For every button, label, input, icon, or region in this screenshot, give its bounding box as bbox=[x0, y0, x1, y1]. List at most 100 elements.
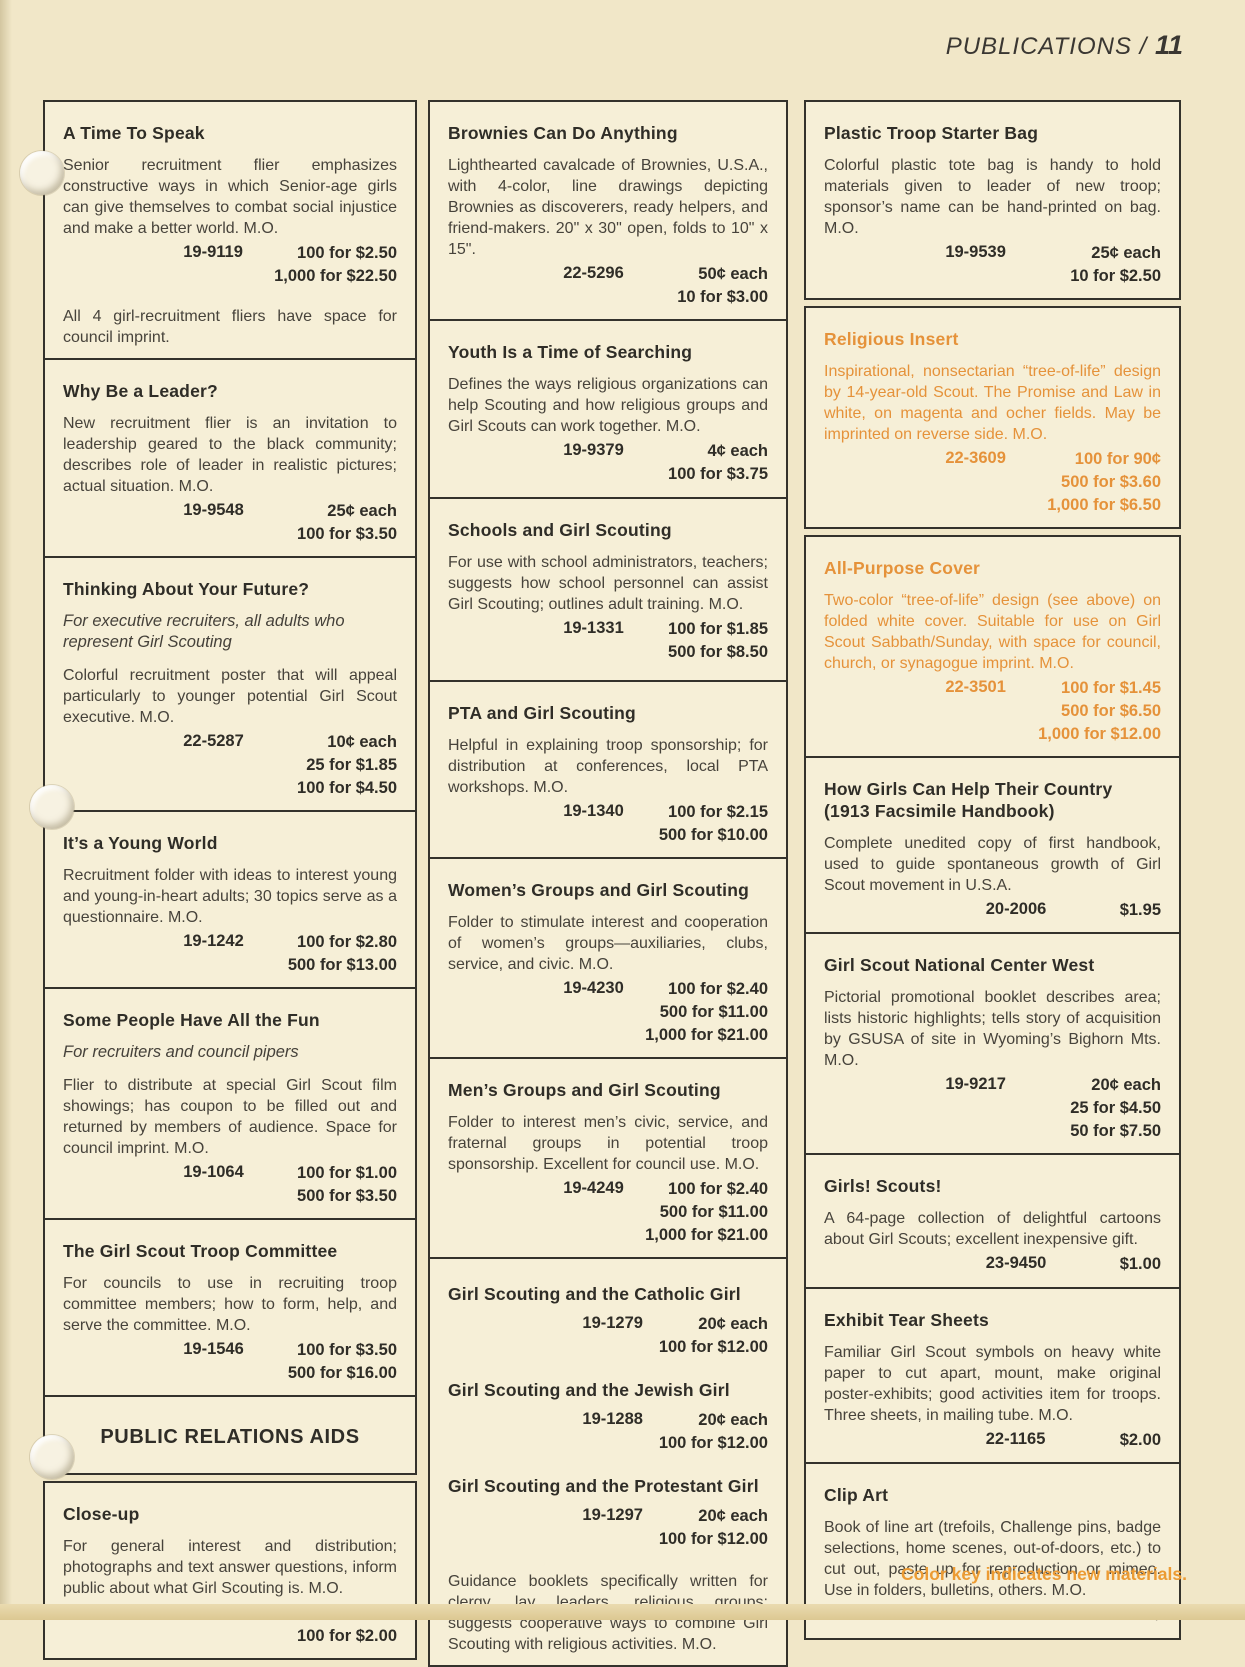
price-line: 25 for $1.85 bbox=[306, 756, 397, 774]
entry-body: Complete unedited copy of first handbook… bbox=[824, 835, 1161, 894]
hole-punch bbox=[30, 1435, 74, 1479]
entry-pricing: 19-1331 100 for $1.85 500 for $8.50 bbox=[448, 618, 768, 664]
entry-pricing: 19-9217 20¢ each 25 for $4.50 50 for $7.… bbox=[824, 1074, 1161, 1143]
entry-body: Pictorial promotional booklet describes … bbox=[824, 989, 1161, 1069]
column-right: Plastic Troop Starter Bag Colorful plast… bbox=[804, 100, 1181, 1640]
entry-pricing: 19-4230 100 for $2.40 500 for $11.00 1,0… bbox=[448, 978, 768, 1047]
price-line: 100 for $2.00 bbox=[297, 1627, 397, 1645]
price-line: 25¢ each bbox=[327, 502, 397, 520]
entry-body: Folder to stimulate interest and coopera… bbox=[448, 914, 768, 973]
catalog-number: 22-3501 bbox=[945, 678, 1006, 696]
price-line: 500 for $13.00 bbox=[287, 956, 397, 974]
price-line: 100 for $1.00 bbox=[297, 1164, 397, 1182]
entry-title: Clip Art bbox=[824, 1485, 889, 1505]
entry-pricing: 19-9119 100 for $2.50 1,000 for $22.50 bbox=[63, 242, 397, 288]
column-middle: Brownies Can Do Anything Lighthearted ca… bbox=[428, 100, 788, 1667]
entry-plastic-troop-starter-bag: Plastic Troop Starter Bag Colorful plast… bbox=[804, 100, 1181, 300]
entry-body: Inspirational, nonsectarian “tree-of-lif… bbox=[824, 363, 1161, 443]
catalog-number: 22-3609 bbox=[945, 449, 1006, 467]
price-line: 100 for $2.40 bbox=[668, 980, 768, 998]
price-line: 20¢ each bbox=[698, 1507, 768, 1525]
catalog-number: 19-9379 bbox=[563, 441, 624, 459]
entry-pricing: 22-3609 100 for 90¢ 500 for $3.60 1,000 … bbox=[824, 448, 1161, 517]
entry-girl-scout-troop-committee: The Girl Scout Troop Committee For counc… bbox=[43, 1218, 417, 1397]
price-line: 10 for $2.50 bbox=[1070, 267, 1161, 285]
page-edge-left bbox=[0, 0, 12, 1620]
entry-body: Colorful recruitment poster that will ap… bbox=[63, 667, 397, 726]
entry-all-purpose-cover: All-Purpose Cover Two-color “tree-of-lif… bbox=[804, 535, 1181, 758]
catalog-number: 19-1242 bbox=[183, 932, 244, 950]
entry-pricing: 19-1340 100 for $2.15 500 for $10.00 bbox=[448, 801, 768, 847]
entry-title: Girl Scouting and the Protestant Girl bbox=[448, 1476, 759, 1496]
catalog-number: 20-2006 bbox=[985, 900, 1047, 918]
entry-title: Plastic Troop Starter Bag bbox=[824, 123, 1039, 143]
price-line: 100 for 90¢ bbox=[1074, 450, 1161, 468]
price-line: 25¢ each bbox=[1091, 244, 1161, 262]
entry-protestant-girl: Girl Scouting and the Protestant Girl 19… bbox=[448, 1475, 768, 1551]
entry-title: The Girl Scout Troop Committee bbox=[63, 1241, 338, 1261]
section-header-label: PUBLIC RELATIONS AIDS bbox=[100, 1425, 360, 1448]
price-line: 1,000 for $6.50 bbox=[1047, 496, 1161, 514]
entry-body: Colorful plastic tote bag is handy to ho… bbox=[824, 157, 1161, 237]
entry-religious-guidance-booklets: Girl Scouting and the Catholic Girl 19-1… bbox=[428, 1257, 788, 1667]
section-header-public-relations-aids: PUBLIC RELATIONS AIDS bbox=[43, 1395, 417, 1475]
catalog-number: 22-5287 bbox=[183, 732, 244, 750]
catalog-number: 22-1165 bbox=[985, 1430, 1046, 1448]
price-line: 500 for $3.60 bbox=[1061, 473, 1161, 491]
entry-thinking-about-your-future: Thinking About Your Future? For executiv… bbox=[43, 556, 417, 812]
catalog-number: 19-9217 bbox=[945, 1075, 1006, 1093]
catalog-number: 19-4249 bbox=[563, 1179, 624, 1197]
entry-subtitle: For recruiters and council pipers bbox=[63, 1043, 299, 1061]
price-line: 4¢ each bbox=[707, 442, 768, 460]
entry-jewish-girl: Girl Scouting and the Jewish Girl 19-128… bbox=[448, 1379, 768, 1455]
catalog-columns: A Time To Speak Senior recruitment flier… bbox=[43, 100, 1181, 1667]
entry-1913-facsimile-handbook: How Girls Can Help Their Country (1913 F… bbox=[804, 756, 1181, 934]
price-line: 100 for $12.00 bbox=[658, 1530, 768, 1548]
price-line: 100 for $1.85 bbox=[668, 620, 768, 638]
entry-pricing: 19-9539 25¢ each 10 for $2.50 bbox=[824, 242, 1161, 288]
entry-title: PTA and Girl Scouting bbox=[448, 703, 636, 723]
entry-title: Close-up bbox=[63, 1504, 140, 1524]
section-title: PUBLICATIONS / bbox=[945, 33, 1148, 60]
price-line: 20¢ each bbox=[698, 1315, 768, 1333]
entry-pricing: 22-5296 50¢ each 10 for $3.00 bbox=[448, 263, 768, 309]
entry-pricing: 22-3501 100 for $1.45 500 for $6.50 1,00… bbox=[824, 677, 1161, 746]
entry-exhibit-tear-sheets: Exhibit Tear Sheets Familiar Girl Scout … bbox=[804, 1287, 1181, 1464]
price-line: 100 for $2.15 bbox=[668, 803, 768, 821]
entry-note: All 4 girl-recruitment fliers have space… bbox=[63, 308, 397, 346]
entry-body: Lighthearted cavalcade of Brownies, U.S.… bbox=[448, 157, 768, 258]
hole-punch bbox=[20, 151, 64, 195]
entry-body: Folder to interest men’s civic, service,… bbox=[448, 1114, 768, 1173]
entry-pricing: 19-9379 4¢ each 100 for $3.75 bbox=[448, 440, 768, 486]
entry-pricing: 23-9450 $1.00 bbox=[824, 1253, 1161, 1276]
entry-body: Familiar Girl Scout symbols on heavy whi… bbox=[824, 1344, 1161, 1424]
entry-title: Exhibit Tear Sheets bbox=[824, 1310, 989, 1330]
entry-body: Book of line art (trefoils, Challenge pi… bbox=[824, 1519, 1161, 1599]
price-line: 100 for $12.00 bbox=[658, 1338, 768, 1356]
entry-its-a-young-world: It’s a Young World Recruitment folder wi… bbox=[43, 810, 417, 989]
entry-schools-and-girl-scouting: Schools and Girl Scouting For use with s… bbox=[428, 497, 788, 682]
entry-title: Why Be a Leader? bbox=[63, 381, 218, 401]
entry-title: A Time To Speak bbox=[63, 123, 205, 143]
price-line: 100 for $3.75 bbox=[668, 465, 768, 483]
column-left: A Time To Speak Senior recruitment flier… bbox=[43, 100, 417, 1660]
entry-title: Men’s Groups and Girl Scouting bbox=[448, 1080, 721, 1100]
entry-pricing: 20-2006 $1.95 bbox=[824, 899, 1161, 922]
catalog-number: 19-1546 bbox=[183, 1340, 244, 1358]
entry-body: For councils to use in recruiting troop … bbox=[63, 1275, 397, 1334]
entry-religious-insert: Religious Insert Inspirational, nonsecta… bbox=[804, 306, 1181, 529]
price-line: 500 for $11.00 bbox=[659, 1203, 768, 1221]
entry-title: Thinking About Your Future? bbox=[63, 579, 310, 599]
page-number: 11 bbox=[1154, 30, 1183, 60]
price-line: 100 for $2.80 bbox=[297, 933, 397, 951]
entry-pta-and-girl-scouting: PTA and Girl Scouting Helpful in explain… bbox=[428, 680, 788, 859]
catalog-number: 23-9450 bbox=[985, 1254, 1047, 1272]
entry-girls-scouts: Girls! Scouts! A 64-page collection of d… bbox=[804, 1153, 1181, 1289]
price-line: $2.00 bbox=[1119, 1431, 1161, 1449]
entry-body: Recruitment folder with ideas to interes… bbox=[63, 867, 397, 926]
catalog-number: 19-9539 bbox=[945, 243, 1006, 261]
entry-title: Some People Have All the Fun bbox=[63, 1010, 320, 1030]
price-line: 500 for $11.00 bbox=[659, 1003, 768, 1021]
price-line: 1,000 for $21.00 bbox=[645, 1226, 768, 1244]
price-line: 10¢ each bbox=[327, 733, 397, 751]
